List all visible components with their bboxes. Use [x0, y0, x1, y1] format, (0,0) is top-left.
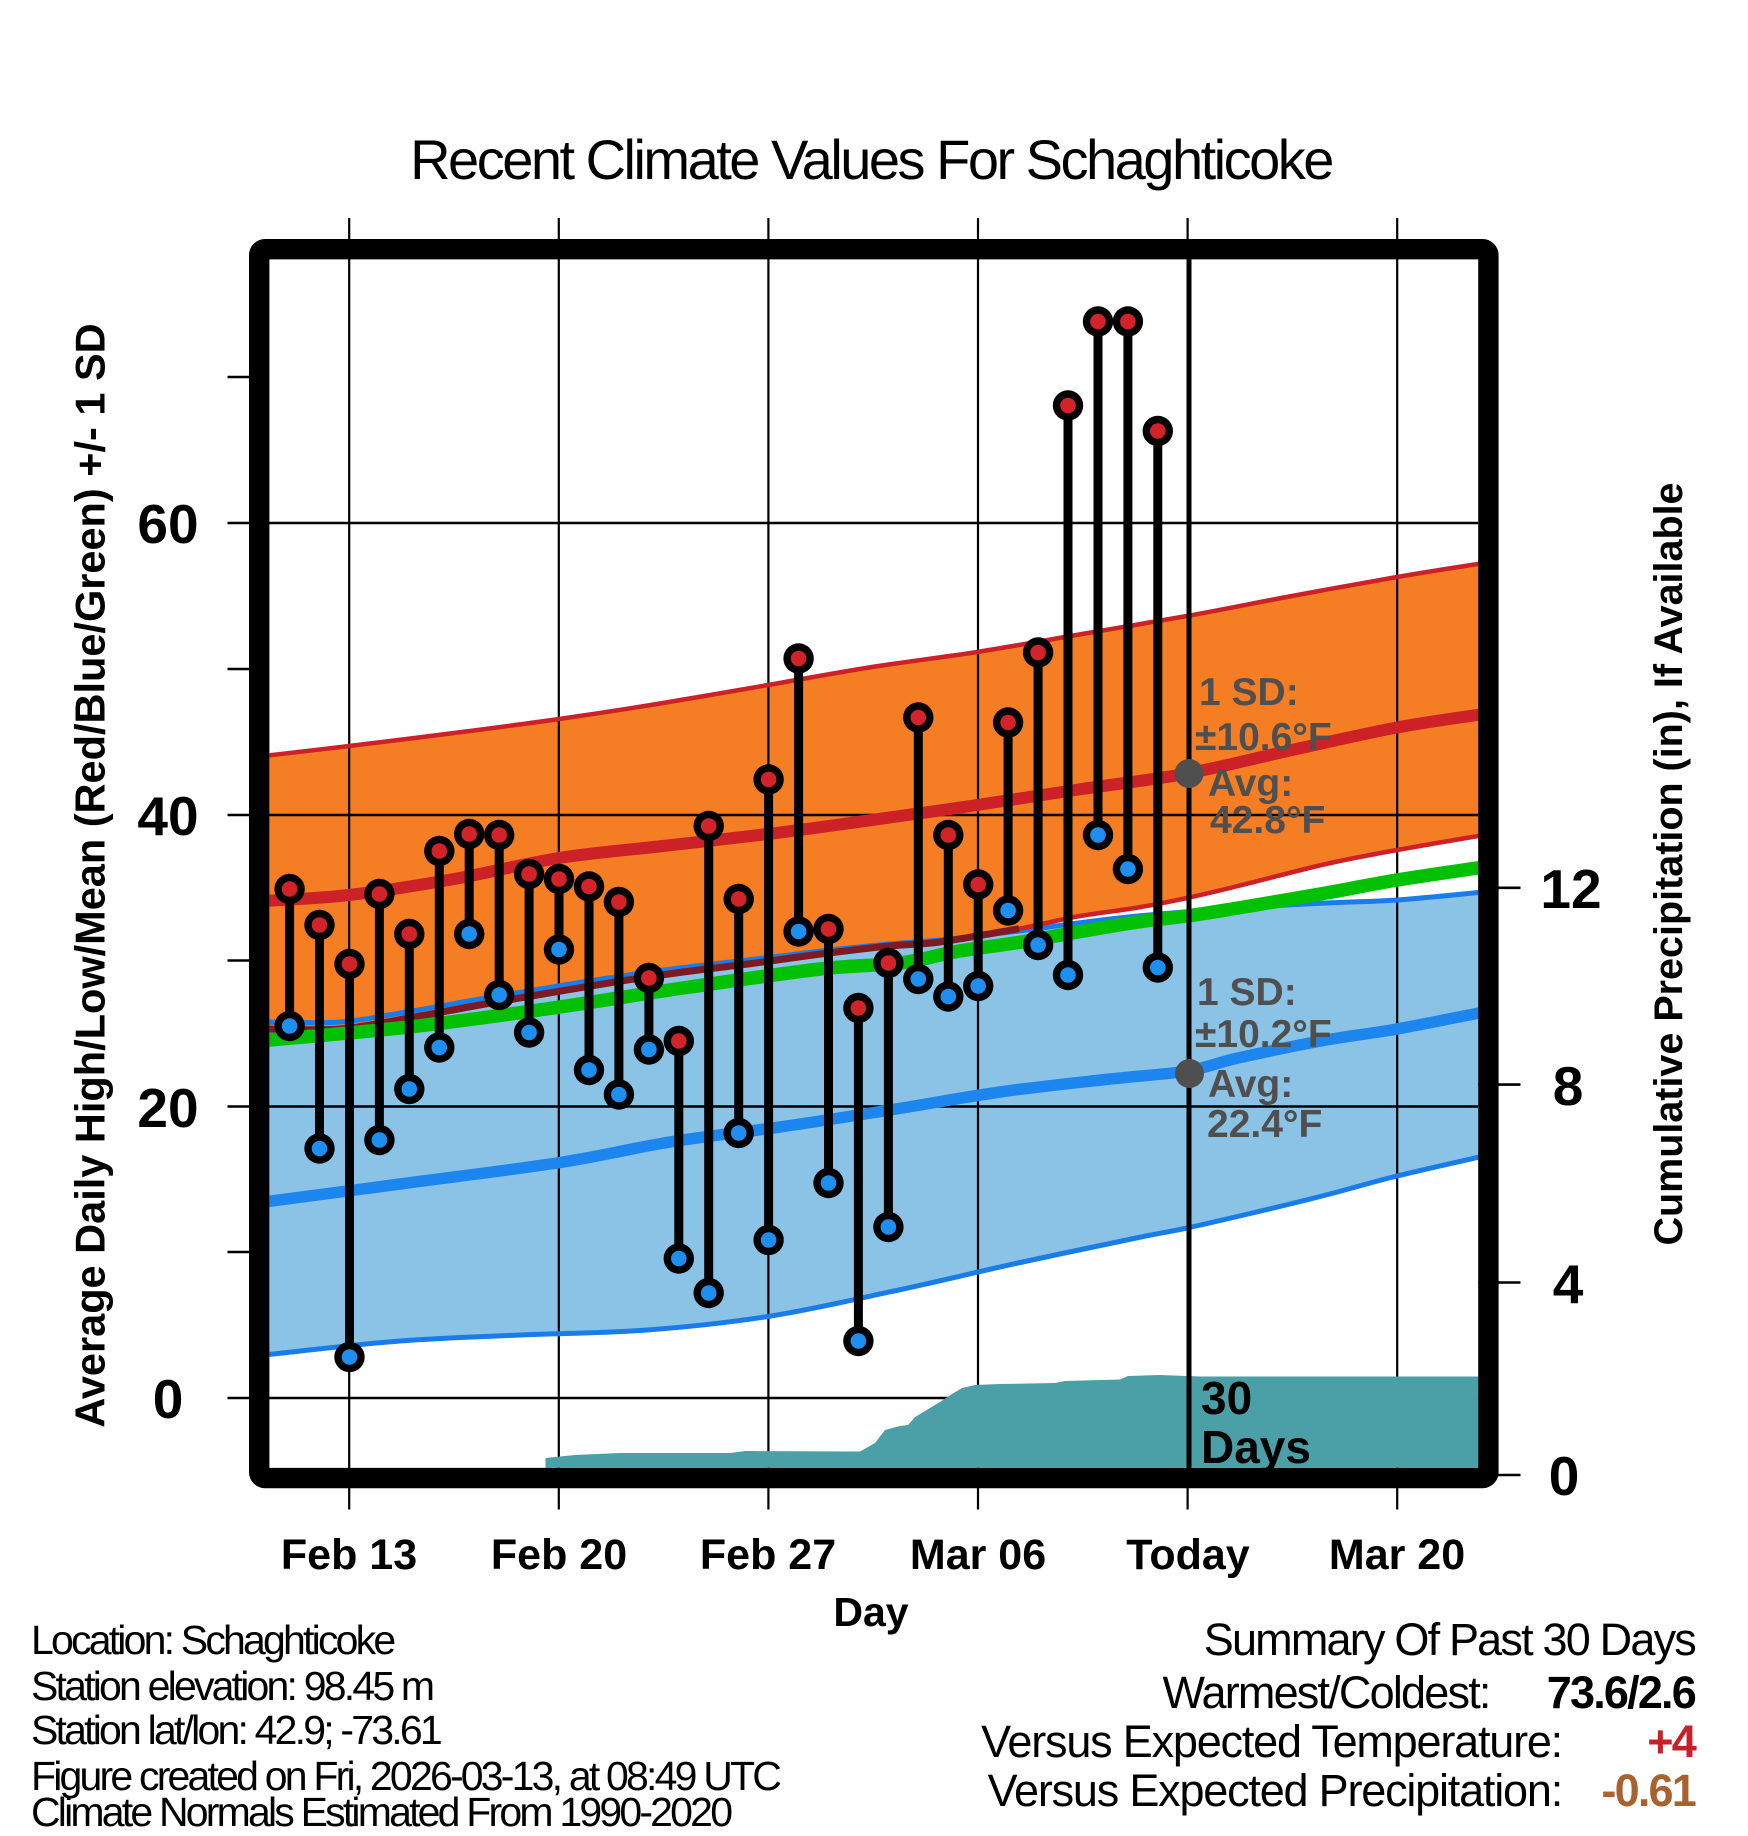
svg-text:Average Daily High/Low/Mean (R: Average Daily High/Low/Mean (Red/Blue/Gr…: [67, 323, 114, 1427]
svg-text:Cumulative Precipitation (in),: Cumulative Precipitation (in), If Availa…: [1647, 482, 1691, 1245]
